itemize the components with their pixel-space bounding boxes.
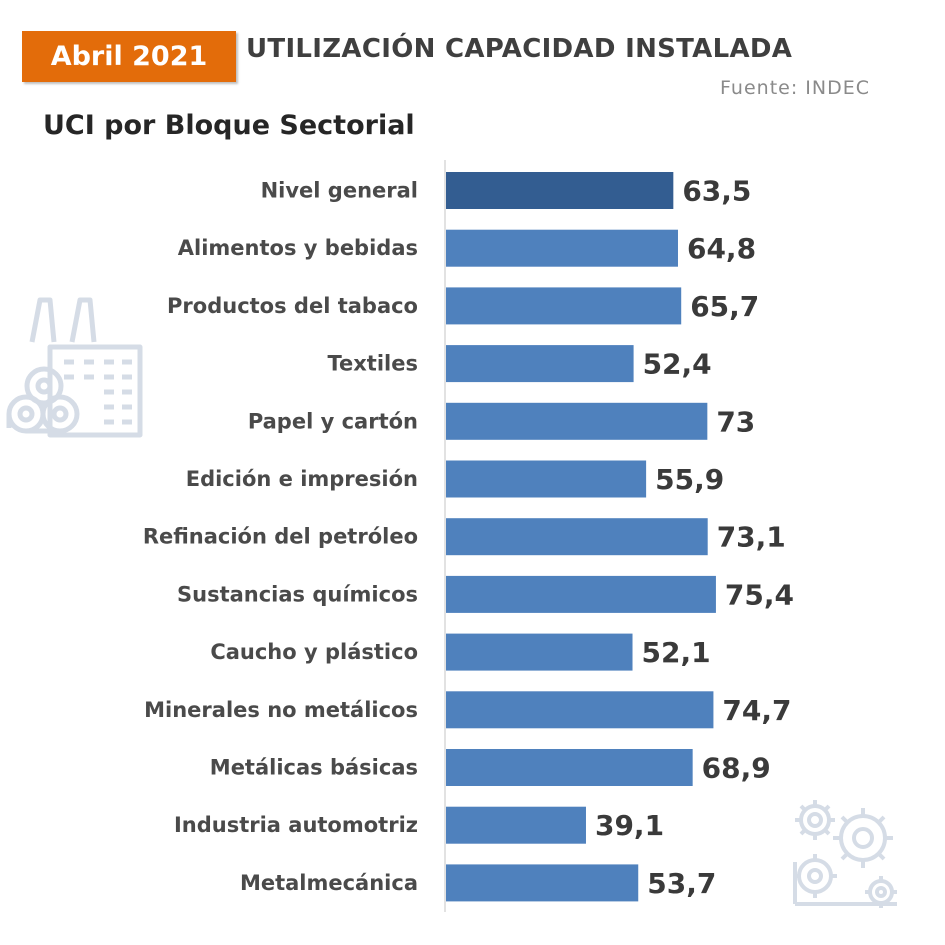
data-label: 73,1 [717,521,786,554]
data-label: 73 [716,405,755,438]
bar [446,172,674,209]
period-badge: Abril 2021 [22,31,236,82]
bar [446,518,708,556]
chart-subtitle: UCI por Bloque Sectorial [43,110,415,141]
data-label: 39,1 [595,809,664,842]
source-note: Fuente: INDEC [720,77,870,99]
data-label: 64,8 [687,232,756,265]
category-label: Productos del tabaco [167,294,418,318]
category-label: Refinación del petróleo [143,525,418,549]
bar [446,460,647,498]
category-label: Caucho y plástico [210,640,418,664]
category-label: Nivel general [261,179,418,203]
category-label: Sustancias químicos [177,582,418,606]
data-label: 55,9 [655,463,724,496]
bar [446,691,714,729]
category-label: Metálicas básicas [210,756,418,780]
factory-icon [6,297,143,438]
bar [446,287,682,325]
bar [446,749,693,786]
category-label: Minerales no metálicos [144,698,418,722]
category-label: Edición e impresión [186,467,418,491]
bar [446,806,586,844]
category-label: Papel y cartón [248,409,418,433]
bar [446,633,633,671]
data-label: 74,7 [722,694,791,727]
bar [446,229,678,267]
data-label: 63,5 [682,175,751,208]
gears-icon [793,800,897,908]
data-label: 52,1 [642,636,711,669]
category-label: Industria automotriz [174,813,418,837]
category-label: Alimentos y bebidas [178,236,418,260]
bar [446,345,634,383]
data-label: 52,4 [643,348,712,381]
data-label: 75,4 [725,578,794,611]
data-label: 68,9 [702,752,771,785]
chart-title: UTILIZACIÓN CAPACIDAD INSTALADA [246,34,793,64]
bar [446,575,716,613]
bar [446,864,639,902]
category-label: Textiles [327,352,418,376]
category-label: Metalmecánica [240,871,418,895]
data-label: 65,7 [690,290,759,323]
bar [446,402,708,440]
data-label: 53,7 [647,867,716,900]
